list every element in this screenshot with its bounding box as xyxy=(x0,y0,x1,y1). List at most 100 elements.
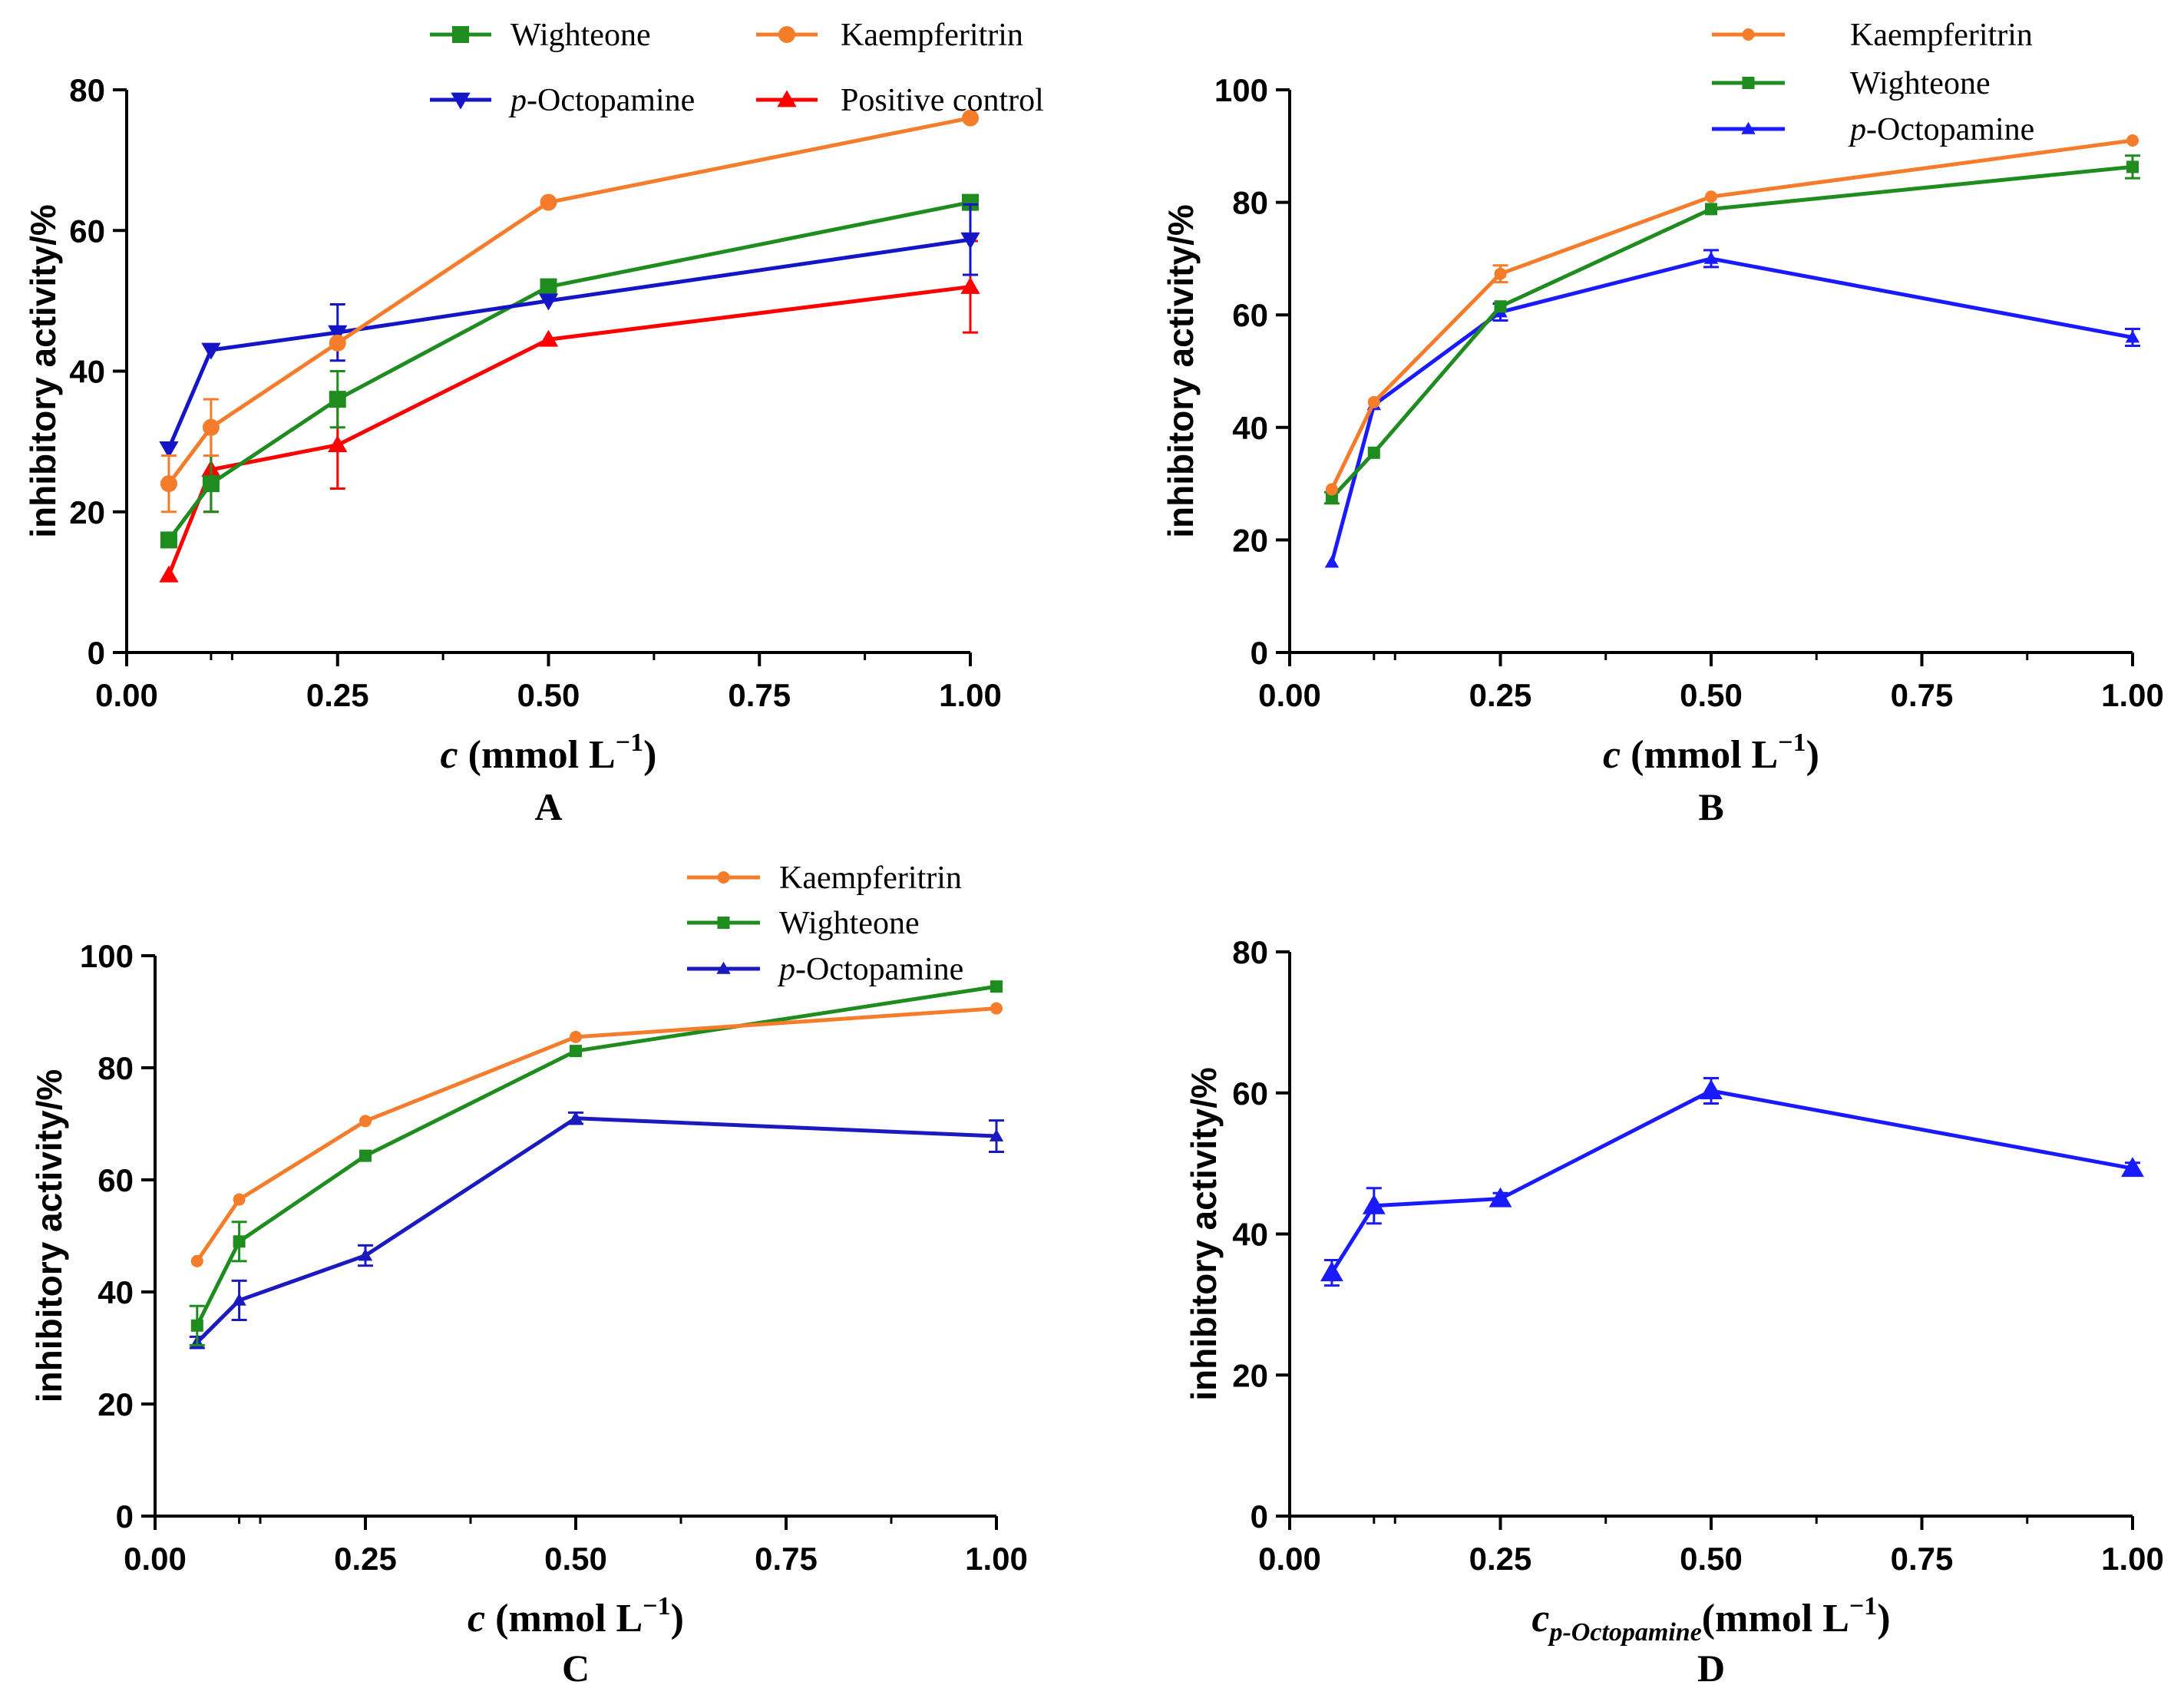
x-tick-label: 1.00 xyxy=(939,677,1002,713)
legend-label-text: Positive control xyxy=(841,83,1044,118)
x-axis-title: c (mmol L−1) xyxy=(468,1592,684,1640)
data-point xyxy=(1324,555,1340,568)
data-point xyxy=(1325,491,1338,504)
data-point xyxy=(1367,446,1380,459)
data-point xyxy=(1320,1261,1343,1282)
legend-label-prefix: p xyxy=(777,952,795,987)
legend-label-text: -Octopamine xyxy=(527,83,695,118)
x-tick-label: 0.00 xyxy=(1258,677,1321,713)
data-point xyxy=(358,1248,373,1261)
data-point xyxy=(960,232,980,249)
data-point xyxy=(1700,1079,1723,1100)
series-kaempferitrin xyxy=(190,1002,1003,1267)
data-point xyxy=(2126,160,2139,173)
legend-marker xyxy=(1742,77,1755,89)
legend-label: Kaempferitrin xyxy=(1850,18,2033,53)
series-p-octopamine xyxy=(159,203,980,458)
x-tick-label: 0.50 xyxy=(1680,677,1743,713)
legend-marker xyxy=(452,26,469,43)
x-tick-label: 0.25 xyxy=(1469,1541,1532,1577)
x-axis-title-superscript: −1 xyxy=(643,1592,670,1620)
legend: Wighteone Kaempferitrin p-Octopamine Positi… xyxy=(430,18,1044,118)
data-point xyxy=(570,1030,582,1043)
data-point xyxy=(540,193,557,211)
data-point xyxy=(190,1319,203,1332)
x-tick-label: 0.50 xyxy=(544,1541,607,1577)
legend-label-text: Kaempferitrin xyxy=(779,861,962,896)
legend-marker xyxy=(778,26,795,43)
legend-label: p-Octopamine xyxy=(777,952,963,987)
x-axis-title-close: ) xyxy=(1877,1597,1890,1640)
x-tick-label: 0.25 xyxy=(306,677,369,713)
y-axis-title: inhibitory activity/% xyxy=(29,1069,69,1403)
panel-b: 0 20 40 60 80 100 0.00 0.25 0.50 0.75 1.00 inhibito… xyxy=(1161,18,2164,828)
x-axis-title: cp-Octopamine(mmol L−1) xyxy=(1531,1592,1890,1647)
y-tick-label: 100 xyxy=(80,938,134,974)
data-point xyxy=(1325,483,1338,496)
data-point xyxy=(329,334,346,352)
x-axis-title: c (mmol L−1) xyxy=(1603,728,1819,777)
series-p-octopamine xyxy=(1320,1076,2144,1287)
panel-letter: A xyxy=(534,785,562,828)
legend-marker xyxy=(716,961,731,974)
legend-label-text: Kaempferitrin xyxy=(1850,18,2033,53)
y-tick-label: 0 xyxy=(116,1498,134,1535)
y-tick-label: 0 xyxy=(1251,1498,1268,1535)
data-point xyxy=(990,1002,1003,1015)
data-point xyxy=(328,325,348,342)
series-p-octopamine xyxy=(189,1111,1004,1350)
series-p-octopamine xyxy=(1324,249,2140,568)
y-tick-label: 0 xyxy=(88,635,105,671)
data-point xyxy=(568,1111,583,1124)
legend-marker xyxy=(1741,121,1756,134)
legend-label: Positive control xyxy=(841,83,1044,118)
data-point xyxy=(538,293,559,311)
data-point xyxy=(2125,330,2140,343)
data-point xyxy=(233,1235,246,1248)
y-tick-label: 20 xyxy=(97,1386,134,1422)
data-point xyxy=(2121,1157,2144,1178)
series-wighteone xyxy=(189,980,1003,1346)
series-kaempferitrin xyxy=(1325,134,2139,496)
legend-marker xyxy=(777,90,797,107)
data-point xyxy=(190,1254,203,1267)
x-tick-label: 0.75 xyxy=(1891,677,1954,713)
x-tick-label: 0.50 xyxy=(517,677,580,713)
x-tick-label: 0.25 xyxy=(1469,677,1532,713)
y-tick-label: 80 xyxy=(1232,185,1268,221)
x-tick-label: 0.25 xyxy=(334,1541,397,1577)
x-axis-title-unit: (mmol L xyxy=(485,1597,643,1640)
x-tick-label: 1.00 xyxy=(2101,1541,2164,1577)
x-tick-label: 0.75 xyxy=(755,1541,818,1577)
x-tick-label: 1.00 xyxy=(2101,677,2164,713)
data-point xyxy=(328,435,348,453)
y-tick-label: 60 xyxy=(97,1162,134,1198)
data-point xyxy=(1362,1194,1386,1214)
legend-label: Wighteone xyxy=(779,906,920,941)
x-axis-title-close: ) xyxy=(671,1597,684,1640)
x-axis-title-symbol: c xyxy=(468,1597,485,1640)
y-tick-label: 60 xyxy=(69,213,105,249)
series-line xyxy=(167,200,971,541)
series-line xyxy=(1330,164,2133,500)
panel-letter: B xyxy=(1698,785,1723,828)
data-point xyxy=(540,278,557,296)
legend-label-prefix: p xyxy=(1848,112,1866,147)
data-point xyxy=(960,276,980,294)
x-tick-label: 0.75 xyxy=(1891,1541,1954,1577)
data-point xyxy=(359,1115,372,1128)
y-tick-label: 60 xyxy=(1232,297,1268,333)
legend-label: p-Octopamine xyxy=(508,83,695,118)
data-point xyxy=(990,980,1003,993)
data-point xyxy=(1488,1187,1512,1207)
legend-label: Kaempferitrin xyxy=(779,861,962,896)
data-point xyxy=(538,329,559,347)
x-axis-title-symbol: c xyxy=(441,733,458,777)
data-point xyxy=(201,342,221,360)
legend-label-text: Kaempferitrin xyxy=(841,18,1023,53)
x-axis-title-symbol: c xyxy=(1603,733,1621,777)
panel-a: 0 20 40 60 80 0.00 0.25 0.50 0.75 1.00 inhibitory … xyxy=(23,18,1044,828)
y-tick-label: 40 xyxy=(97,1274,134,1310)
legend-label: Kaempferitrin xyxy=(841,18,1023,53)
